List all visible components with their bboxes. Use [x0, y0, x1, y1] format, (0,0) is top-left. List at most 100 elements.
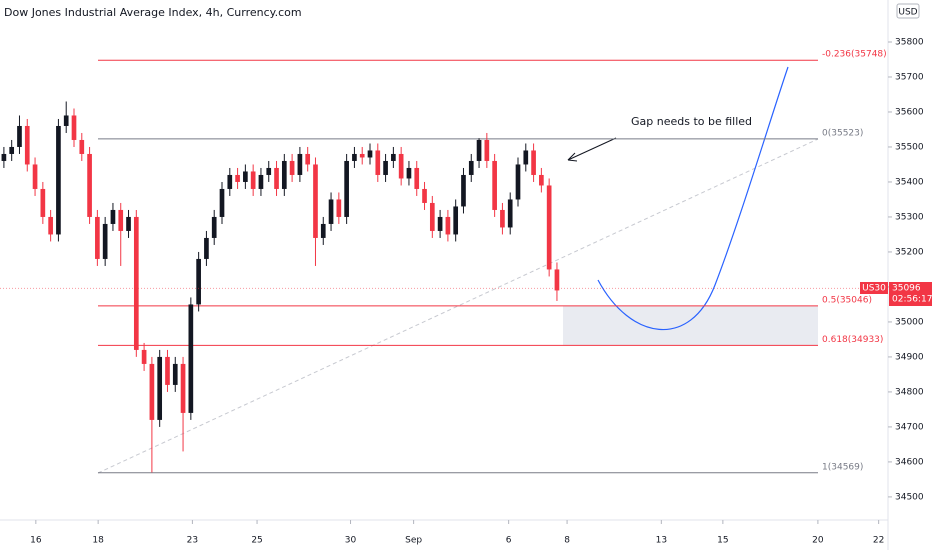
candle-body: [79, 139, 85, 154]
x-tick-label: 8: [564, 536, 570, 546]
x-tick-label: 23: [187, 536, 198, 546]
candle-body: [461, 174, 466, 207]
candle-body: [539, 174, 544, 186]
annotation: Gap needs to be filled: [631, 115, 752, 128]
candle-body: [126, 216, 131, 231]
x-tick-label: 30: [345, 536, 357, 546]
x-tick-label: 13: [656, 536, 667, 546]
candle-body: [118, 209, 124, 231]
y-tick-label: 34600: [895, 457, 924, 467]
candle-body: [313, 164, 318, 238]
candle-body: [87, 153, 92, 217]
candle-body: [1, 153, 7, 161]
last-price: 35096: [892, 284, 921, 294]
candle-body: [48, 216, 53, 235]
x-tick-label: 6: [506, 536, 512, 546]
y-tick-label: 35000: [895, 317, 924, 327]
x-tick-label: 18: [92, 536, 104, 546]
annotation-arrow: [567, 137, 617, 161]
y-tick-label: 34500: [895, 492, 924, 502]
candle-body: [445, 216, 451, 235]
fib-label: 0(35523): [822, 128, 863, 138]
candle-body: [507, 199, 513, 228]
currency-box: [896, 3, 920, 19]
marks: 3450034600347003480034900350003510035200…: [0, 37, 924, 546]
candle-body: [352, 153, 357, 161]
candle-body: [102, 223, 108, 259]
candle-body: [95, 216, 100, 259]
candle-body: [141, 349, 147, 364]
y-tick-label: 35500: [895, 142, 924, 152]
candle-body: [32, 164, 38, 189]
candle-body: [359, 153, 365, 158]
candle-body: [476, 139, 482, 161]
candle-body: [110, 209, 116, 224]
candle-body: [219, 188, 225, 217]
y-tick-label: 35800: [895, 37, 924, 47]
candle-body: [63, 115, 69, 126]
candle-body: [437, 216, 443, 231]
candle-body: [328, 199, 334, 224]
gap-zone: [563, 306, 818, 345]
candle-body: [383, 160, 388, 175]
y-tick-label: 35600: [895, 107, 924, 117]
candle-body: [391, 153, 396, 161]
candle-body: [204, 237, 209, 259]
y-tick-label: 34900: [895, 352, 924, 362]
price-tag: [889, 282, 932, 306]
x-tick-label: 25: [251, 536, 262, 546]
x-tick-label: 20: [812, 536, 824, 546]
candle-body: [196, 258, 201, 305]
arrow-head: [567, 152, 578, 162]
candle-body: [523, 150, 529, 165]
candle-body: [281, 160, 287, 189]
symbol: US30: [862, 284, 886, 294]
candle-body: [320, 223, 326, 238]
candle-body: [515, 164, 521, 200]
candle-body: [336, 199, 342, 217]
candle-body: [227, 174, 233, 189]
x-tick-label: 22: [873, 536, 884, 546]
candle-body: [398, 153, 404, 179]
x-tick-label: Sep: [405, 536, 422, 546]
candle-body: [344, 160, 349, 217]
candle-body: [17, 125, 22, 147]
candle-body: [235, 174, 240, 182]
candle-body: [180, 363, 186, 413]
candle-body: [274, 167, 279, 189]
candle-body: [305, 153, 311, 165]
fib-label: 0.618(34933): [822, 335, 883, 345]
candle-body: [172, 363, 178, 385]
candle-body: [250, 171, 256, 189]
trend-line: [97, 138, 819, 474]
y-tick-label: 34800: [895, 387, 924, 397]
y-tick-label: 35300: [895, 212, 924, 222]
candle-body: [258, 174, 264, 189]
candle-body: [211, 216, 217, 238]
candle-body: [468, 160, 474, 175]
chart-title: Dow Jones Industrial Average Index, 4h, …: [4, 6, 302, 19]
fib-label: 1(34569): [822, 462, 863, 472]
candle-body: [40, 188, 46, 217]
candle-body: [367, 150, 373, 158]
candle-body: [375, 150, 381, 175]
candle-body: [554, 269, 560, 291]
candle-body: [289, 160, 295, 175]
candle-body: [531, 150, 536, 175]
candle-body: [297, 153, 303, 175]
y-tick-label: 35200: [895, 247, 924, 257]
candle-body: [484, 139, 490, 161]
candle-body: [9, 146, 15, 154]
candle-body: [406, 167, 412, 179]
projection-curve: [597, 66, 789, 331]
fib-label: 0.5(35046): [822, 295, 872, 305]
candle-body: [133, 216, 139, 350]
y-tick-label: 35400: [895, 177, 924, 187]
candle-body: [500, 209, 505, 228]
candle-body: [56, 125, 61, 235]
candle-body: [414, 167, 420, 189]
y-tick-label: 35700: [895, 72, 924, 82]
candle-body: [266, 167, 272, 175]
